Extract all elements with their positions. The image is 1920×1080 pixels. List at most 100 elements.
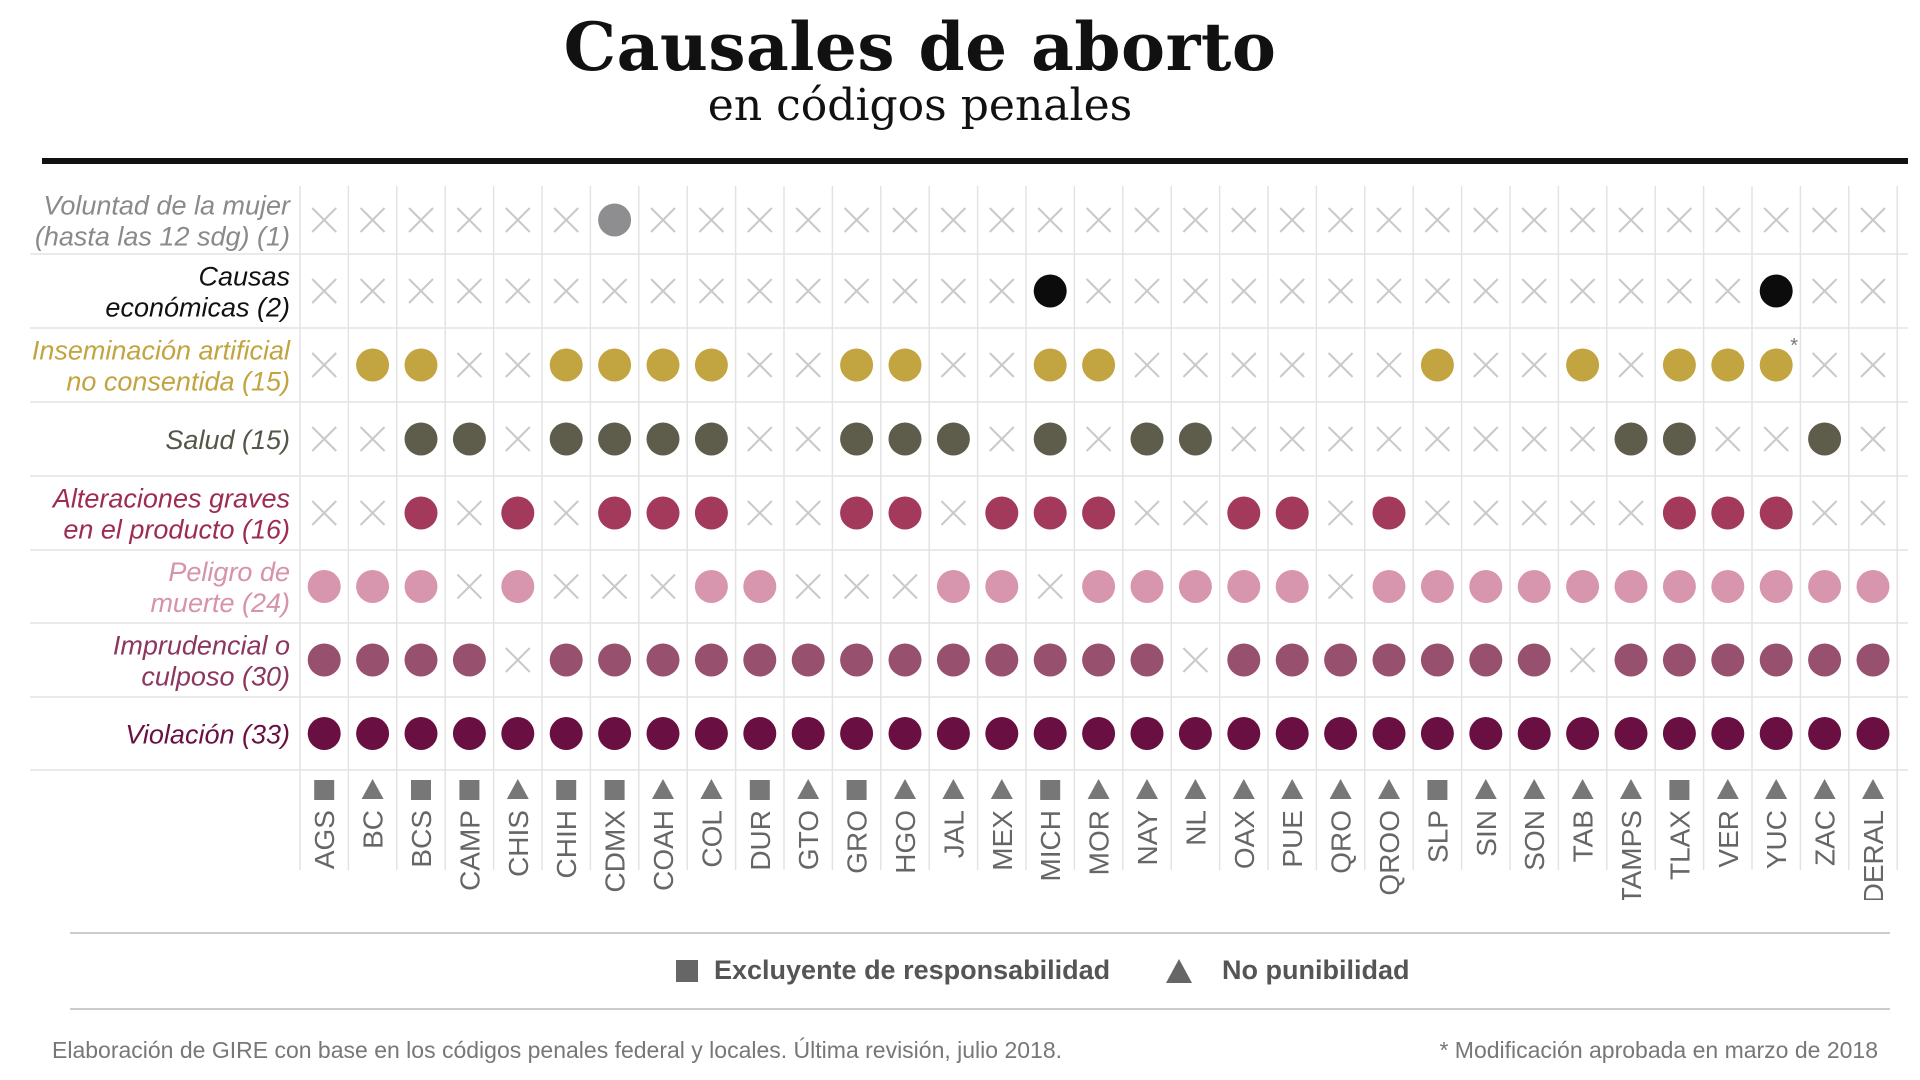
data-dot <box>1082 496 1116 530</box>
cross-mark <box>989 426 1015 452</box>
data-dot <box>888 643 922 677</box>
data-dot <box>598 422 632 456</box>
data-dot <box>1033 274 1067 308</box>
data-dot <box>598 348 632 382</box>
column-label: GTO <box>793 810 824 870</box>
data-dot <box>1566 570 1600 603</box>
data-dot <box>1033 422 1067 456</box>
column-label: CHIH <box>551 810 582 878</box>
data-dot <box>1614 643 1648 677</box>
cross-mark <box>1182 647 1209 673</box>
data-dot <box>1372 496 1406 530</box>
cross-mark <box>698 207 725 233</box>
cross-mark <box>795 278 821 304</box>
data-dot <box>1759 570 1793 603</box>
data-dot <box>1178 422 1212 456</box>
cross-mark <box>1521 500 1547 526</box>
cross-mark <box>1618 207 1644 233</box>
cross-mark <box>843 207 870 233</box>
column-marker-triangle <box>1813 779 1836 799</box>
cross-mark <box>1521 352 1547 378</box>
data-dot <box>1662 422 1696 456</box>
data-dot <box>307 643 341 677</box>
cross-mark <box>940 278 967 304</box>
cross-mark <box>1618 500 1644 526</box>
column-label: JAL <box>938 810 969 858</box>
cross-mark <box>795 352 821 378</box>
cross-mark <box>1860 278 1886 304</box>
data-dot <box>646 643 680 677</box>
column-marker-square <box>749 780 770 800</box>
data-dot <box>356 643 390 677</box>
data-dot <box>1372 643 1406 677</box>
cross-mark <box>505 207 531 233</box>
data-dot <box>694 496 728 530</box>
cross-mark <box>1134 500 1160 526</box>
column-marker-triangle <box>1232 779 1255 799</box>
data-dot <box>1711 570 1745 603</box>
cross-mark <box>940 500 967 526</box>
row-label: Alteraciones graves en el producto (16) <box>51 484 290 545</box>
column-label: CDMX <box>600 810 631 893</box>
cross-mark <box>1327 573 1354 600</box>
data-dot <box>1517 717 1551 750</box>
data-dot <box>1469 643 1503 677</box>
column-label: PUE <box>1277 810 1308 868</box>
column-label: SIN <box>1471 810 1502 857</box>
data-dot <box>404 422 438 456</box>
column-label: OAX <box>1229 810 1260 869</box>
cross-mark <box>1763 426 1789 452</box>
row-label-line: Salud (15) <box>165 425 290 455</box>
cross-mark <box>795 573 821 600</box>
abortion-causes-grid: Voluntad de la mujer (hasta las 12 sdg) (… <box>30 186 1908 900</box>
footer-note: * Modificación aprobada en marzo de 2018 <box>1439 1037 1878 1063</box>
data-dot <box>840 643 874 677</box>
cross-mark <box>1811 352 1838 378</box>
data-dot <box>1759 643 1793 677</box>
column-label: TAMPS <box>1616 810 1647 900</box>
cross-mark <box>1666 207 1693 233</box>
cross-mark <box>311 500 337 526</box>
data-dot <box>356 570 390 603</box>
data-dot <box>1856 717 1890 750</box>
cross-mark <box>553 500 579 526</box>
cross-mark <box>747 500 773 526</box>
cross-mark <box>650 207 676 233</box>
data-dot <box>1566 717 1600 750</box>
column-label: ZAC <box>1810 810 1841 866</box>
row-label-line: en el producto (16) <box>63 515 290 545</box>
data-dot <box>985 496 1019 530</box>
column-marker-square <box>846 780 867 800</box>
data-dot <box>743 717 777 750</box>
cross-mark <box>1424 278 1451 304</box>
chart-subtitle: en códigos penales <box>707 80 1133 131</box>
data-dot <box>598 643 632 677</box>
cross-mark <box>1569 278 1596 304</box>
cross-mark <box>601 278 628 304</box>
cross-mark <box>1182 500 1209 526</box>
data-dot <box>1662 348 1696 382</box>
cross-mark <box>456 573 483 600</box>
cross-mark <box>1811 207 1838 233</box>
cross-mark <box>795 207 821 233</box>
column-marker-triangle <box>506 779 529 799</box>
cross-mark <box>1279 278 1305 304</box>
data-dot <box>598 203 632 237</box>
cross-mark <box>1279 352 1305 378</box>
cross-mark <box>1860 426 1886 452</box>
data-dot <box>1711 643 1745 677</box>
cross-mark <box>1473 426 1499 452</box>
cross-mark <box>1085 426 1112 452</box>
cross-mark <box>311 352 337 378</box>
column-label: NL <box>1180 810 1211 846</box>
cross-mark <box>892 278 918 304</box>
column-marker-triangle <box>1571 779 1594 799</box>
data-dot <box>1324 717 1358 750</box>
data-dot <box>1033 496 1067 530</box>
data-dot <box>549 348 583 382</box>
cross-mark <box>1521 207 1547 233</box>
chart-title: Causales de aborto <box>563 8 1277 86</box>
data-dot <box>1275 570 1309 603</box>
column-label: GRO <box>842 810 873 874</box>
cross-mark <box>1860 352 1886 378</box>
